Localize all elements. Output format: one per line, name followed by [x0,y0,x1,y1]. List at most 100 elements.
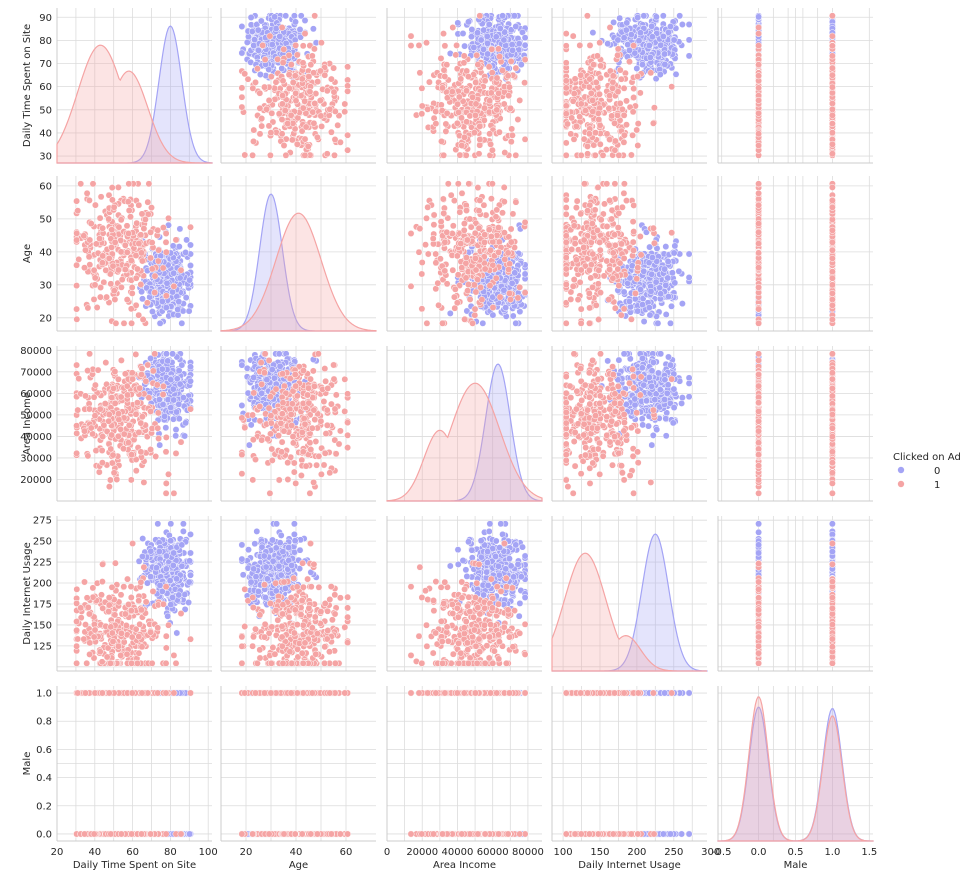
scatter-point-0 [635,37,643,45]
scatter-point-1 [177,266,185,274]
scatter-point-1 [438,137,445,145]
scatter-point-1 [141,216,149,223]
scatter-point-1 [128,289,136,297]
scatter-point-1 [238,93,246,101]
scatter-point-1 [629,131,637,139]
scatter-point-1 [108,226,116,234]
scatter-point-1 [577,151,585,159]
scatter-point-1 [570,222,578,230]
scatter-point-1 [614,265,622,273]
scatter-point-1 [609,249,617,257]
scatter-point-1 [321,71,329,79]
scatter-point-1 [450,293,458,301]
scatter-point-1 [562,110,570,118]
scatter-point-1 [139,316,147,323]
scatter-point-1 [449,222,457,230]
scatter-point-1 [488,146,496,154]
scatter-point-0 [645,304,653,312]
scatter-point-1 [154,257,162,265]
scatter-point-1 [507,225,515,233]
scatter-point-1 [261,83,268,91]
scatter-point-1 [432,259,440,267]
scatter-point-1 [576,41,584,49]
scatter-point-1 [127,257,135,264]
scatter-point-1 [596,90,603,98]
scatter-point-1 [314,78,322,86]
scatter-point-1 [448,88,456,96]
scatter-point-0 [296,26,304,33]
scatter-point-1 [611,119,619,127]
scatter-point-0 [290,12,298,20]
scatter-point-1 [434,279,442,287]
scatter-point-0 [243,38,251,46]
scatter-point-0 [685,21,693,28]
scatter-point-0 [248,27,256,35]
scatter-point-1 [440,209,448,217]
scatter-point-1 [634,142,642,149]
scatter-point-0 [652,13,660,21]
scatter-point-1 [633,275,641,283]
scatter-point-1 [440,30,447,38]
scatter-point-1 [102,266,110,274]
y-tick-label: 30 [39,280,52,291]
scatter-point-1 [311,12,319,20]
scatter-point-1 [430,211,438,219]
scatter-point-1 [137,281,145,288]
scatter-point-1 [451,304,459,312]
scatter-point-1 [123,222,131,230]
scatter-point-0 [664,258,672,265]
scatter-point-1 [755,96,763,104]
scatter-point-1 [278,100,286,108]
scatter-point-1 [608,215,616,223]
scatter-point-1 [562,265,570,273]
scatter-point-1 [293,51,301,59]
scatter-point-1 [473,51,481,59]
scatter-point-1 [472,79,480,86]
scatter-point-1 [435,301,443,309]
scatter-point-1 [493,231,501,239]
scatter-point-1 [589,108,597,115]
scatter-point-1 [499,66,506,74]
scatter-point-1 [344,63,352,71]
scatter-point-0 [272,25,280,32]
scatter-point-1 [128,319,136,327]
scatter-point-1 [572,256,580,264]
scatter-point-1 [620,189,628,197]
scatter-point-1 [620,138,628,146]
scatter-point-1 [287,111,295,119]
scatter-point-1 [128,284,136,291]
scatter-point-1 [611,137,619,145]
scatter-point-1 [585,289,593,297]
scatter-point-0 [640,318,648,325]
scatter-point-1 [145,180,153,188]
scatter-point-0 [614,36,622,44]
scatter-point-1 [256,130,264,138]
scatter-point-0 [667,319,674,327]
scatter-point-1 [148,204,155,212]
scatter-point-1 [298,75,306,83]
scatter-point-1 [105,215,113,223]
scatter-point-1 [151,289,159,297]
scatter-point-1 [562,210,570,218]
scatter-point-1 [317,67,324,75]
scatter-point-1 [507,57,515,65]
scatter-point-1 [583,12,591,20]
scatter-point-1 [500,183,508,191]
scatter-point-1 [443,61,451,69]
scatter-point-1 [617,311,625,319]
scatter-point-1 [261,56,269,64]
scatter-point-1 [244,75,252,83]
scatter-point-1 [470,281,478,289]
scatter-point-1 [460,226,468,234]
scatter-point-1 [581,107,589,115]
scatter-point-1 [162,248,170,256]
scatter-point-1 [493,74,501,82]
scatter-point-1 [84,304,92,312]
scatter-point-1 [463,87,470,95]
scatter-point-1 [828,32,836,40]
scatter-point-1 [507,104,514,112]
scatter-point-0 [483,32,491,40]
scatter-point-1 [284,120,292,128]
scatter-point-1 [117,216,125,224]
scatter-point-1 [170,282,178,290]
